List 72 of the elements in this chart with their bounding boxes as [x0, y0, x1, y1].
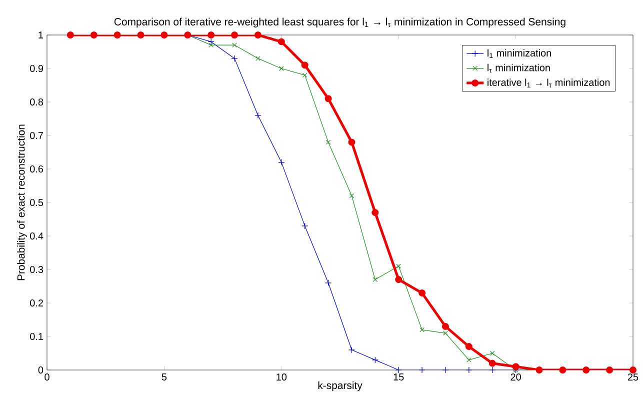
- x-tick-label: 15: [394, 374, 404, 380]
- point: [466, 358, 472, 362]
- y-tick-label: 0.3: [30, 266, 44, 274]
- point: [256, 56, 260, 61]
- y-tick-label: 0.8: [30, 98, 44, 106]
- point: [302, 222, 308, 230]
- point: [208, 38, 214, 45]
- point: [465, 343, 472, 350]
- point: [372, 356, 378, 364]
- point: [324, 95, 332, 102]
- point: [582, 366, 590, 374]
- point: [512, 363, 520, 370]
- point: [254, 31, 262, 38]
- point: [208, 42, 214, 48]
- point: [231, 55, 238, 62]
- x-tick-label: 0: [44, 374, 50, 381]
- chart-title: Comparison of iterative re-weighted least squares for l$_{1}$ → l$_{τ}$ minimization in Compressed Sensing: [114, 18, 566, 28]
- point: [348, 138, 356, 146]
- x-tick-label: 25: [628, 374, 638, 381]
- x-axis-title: k-sparsity: [318, 381, 362, 392]
- point: [349, 193, 354, 198]
- point: [254, 112, 262, 119]
- point: [114, 31, 121, 38]
- point: [395, 276, 402, 284]
- x-tick-label: 5: [162, 374, 167, 380]
- point: [443, 330, 448, 336]
- point: [418, 366, 426, 374]
- legend-label: l$_{τ}$ minimization: [488, 64, 550, 73]
- x-tick-label: 20: [510, 374, 521, 381]
- y-tick-label: 0.7: [30, 132, 43, 140]
- point: [420, 327, 424, 332]
- point: [418, 289, 426, 296]
- point: [559, 366, 566, 374]
- point: [231, 31, 238, 38]
- point: [160, 31, 168, 38]
- y-tick-label: 0.5: [30, 198, 44, 206]
- point: [348, 346, 356, 354]
- y-tick-label: 1: [38, 32, 43, 38]
- point: [372, 277, 378, 282]
- point: [488, 360, 496, 367]
- point: [442, 322, 449, 330]
- point: [301, 62, 308, 69]
- point: [302, 72, 308, 78]
- point: [66, 31, 74, 38]
- y-tick-label: 0: [38, 366, 44, 374]
- x-tick-label: 10: [276, 374, 287, 381]
- y-tick-label: 0.9: [30, 64, 44, 72]
- y-tick-label: 0.2: [30, 299, 43, 307]
- point: [395, 366, 402, 374]
- point: [278, 66, 284, 71]
- point: [466, 366, 472, 374]
- point: [396, 264, 402, 269]
- point: [232, 42, 237, 48]
- y-axis-title: Probability of exact reconstruction: [17, 124, 27, 280]
- point: [278, 38, 285, 46]
- y-tick-label: 0.6: [30, 165, 44, 173]
- point: [630, 366, 637, 374]
- legend-label: iterative l$_{1}$ → l$_{τ}$ minimization: [488, 78, 610, 88]
- point: [489, 366, 496, 374]
- point: [442, 366, 449, 374]
- point: [372, 209, 379, 216]
- point: [137, 31, 144, 38]
- point: [208, 31, 215, 38]
- point: [278, 158, 285, 166]
- legend-label: l$_{1}$ minimization: [488, 49, 551, 58]
- y-tick-label: 0.4: [30, 232, 44, 240]
- point: [324, 280, 332, 286]
- point: [490, 350, 495, 356]
- point: [326, 140, 331, 145]
- y-tick-label: 0.1: [30, 332, 43, 340]
- point: [606, 366, 614, 374]
- point: [90, 31, 98, 38]
